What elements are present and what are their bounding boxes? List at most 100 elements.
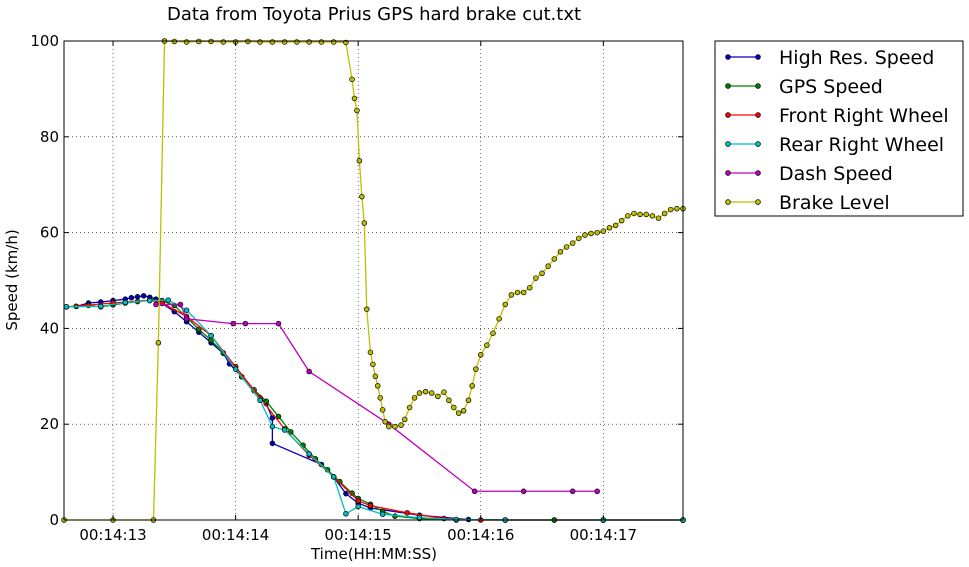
data-point-rear-right-wheel bbox=[269, 423, 276, 430]
y-tick-label: 20 bbox=[40, 415, 59, 433]
plot-area-frame bbox=[63, 40, 684, 521]
data-point-brake-level bbox=[349, 76, 355, 83]
data-point-high-res-speed bbox=[269, 440, 276, 447]
legend-frame bbox=[714, 40, 964, 217]
data-point-front-right-wheel bbox=[404, 510, 410, 516]
data-point-rear-right-wheel bbox=[330, 474, 337, 480]
data-point-brake-level bbox=[527, 284, 533, 291]
data-point-rear-right-wheel bbox=[208, 332, 214, 339]
data-point-rear-right-wheel bbox=[257, 397, 263, 404]
data-point-brake-level bbox=[382, 419, 388, 425]
data-point-brake-level bbox=[465, 397, 472, 404]
data-point-high-res-speed bbox=[269, 415, 276, 421]
data-point-brake-level bbox=[435, 393, 441, 400]
data-point-brake-level bbox=[661, 210, 668, 217]
data-point-dash-speed bbox=[242, 320, 249, 327]
data-point-brake-level bbox=[655, 215, 662, 221]
data-point-brake-level bbox=[330, 39, 337, 45]
legend-entry-front-right-wheel: Front Right Wheel bbox=[725, 105, 949, 127]
data-point-brake-level bbox=[637, 211, 643, 218]
data-point-brake-level bbox=[545, 263, 551, 269]
data-point-brake-level bbox=[411, 395, 418, 401]
data-point-brake-level bbox=[612, 222, 619, 229]
data-point-brake-level bbox=[257, 39, 263, 45]
legend-entries: High Res. Speed GPS Speed Front Right Whee… bbox=[725, 47, 949, 214]
data-point-brake-level bbox=[606, 225, 613, 231]
data-point-brake-level bbox=[496, 316, 502, 322]
data-point-brake-level bbox=[392, 423, 398, 430]
data-point-rear-right-wheel bbox=[63, 304, 70, 310]
legend-label: High Res. Speed bbox=[779, 47, 934, 69]
y-tick-label: 60 bbox=[40, 224, 59, 242]
data-point-brake-level bbox=[557, 249, 564, 255]
y-tick-label: 80 bbox=[40, 128, 59, 146]
data-point-brake-level bbox=[402, 416, 408, 423]
data-point-brake-level bbox=[533, 275, 539, 281]
data-point-brake-level bbox=[600, 228, 607, 234]
data-point-brake-level bbox=[406, 404, 413, 411]
legend-marker bbox=[755, 141, 761, 147]
data-point-high-res-speed bbox=[343, 490, 349, 497]
legend-marker bbox=[725, 199, 731, 205]
legend-label: Front Right Wheel bbox=[779, 105, 949, 127]
data-point-brake-level bbox=[473, 366, 479, 372]
data-point-rear-right-wheel bbox=[122, 299, 129, 306]
data-point-high-res-speed bbox=[128, 294, 135, 301]
data-point-dash-speed bbox=[471, 488, 478, 495]
data-point-gps-speed bbox=[337, 478, 343, 485]
data-point-gps-speed bbox=[288, 429, 294, 435]
data-point-dash-speed bbox=[306, 368, 312, 375]
data-point-rear-right-wheel bbox=[232, 366, 239, 372]
data-point-rear-right-wheel bbox=[281, 427, 288, 433]
data-point-brake-level bbox=[514, 289, 521, 296]
data-point-rear-right-wheel bbox=[379, 511, 386, 518]
x-tick-label: 00:14:15 bbox=[324, 526, 391, 544]
legend-marker bbox=[755, 170, 761, 176]
data-point-brake-level bbox=[455, 410, 462, 416]
data-point-rear-right-wheel bbox=[165, 297, 171, 303]
data-point-brake-level bbox=[220, 39, 227, 45]
data-point-rear-right-wheel bbox=[98, 303, 104, 310]
chart-title: Data from Toyota Prius GPS hard brake cu… bbox=[167, 4, 581, 25]
y-axis-label: Speed (km/h) bbox=[3, 229, 21, 330]
data-point-brake-level bbox=[618, 217, 625, 224]
data-point-dash-speed bbox=[183, 316, 190, 322]
data-point-gps-speed bbox=[263, 398, 270, 404]
legend-marker bbox=[725, 112, 731, 118]
data-point-rear-right-wheel bbox=[416, 514, 423, 521]
x-axis-label: Time(HH:MM:SS) bbox=[310, 545, 437, 563]
legend-marker bbox=[725, 83, 731, 89]
series-brake-level bbox=[61, 38, 686, 523]
data-point-dash-speed bbox=[230, 320, 236, 327]
data-point-brake-level bbox=[551, 256, 558, 262]
data-point-gps-speed bbox=[196, 326, 202, 333]
data-point-brake-level bbox=[370, 361, 376, 368]
data-point-brake-level bbox=[398, 422, 404, 428]
legend: High Res. Speed GPS Speed Front Right Whee… bbox=[714, 40, 964, 217]
legend-marker bbox=[755, 112, 761, 118]
data-point-brake-level bbox=[379, 407, 386, 413]
data-point-brake-level bbox=[155, 340, 162, 346]
data-point-brake-level bbox=[306, 39, 312, 45]
data-point-brake-level bbox=[354, 107, 360, 114]
data-point-brake-level bbox=[451, 404, 457, 411]
data-point-brake-level bbox=[375, 383, 381, 389]
legend-label: Rear Right Wheel bbox=[779, 134, 944, 156]
data-point-brake-level bbox=[361, 220, 368, 226]
data-point-brake-level bbox=[490, 330, 496, 336]
data-point-brake-level bbox=[588, 230, 594, 237]
data-point-brake-level bbox=[356, 158, 363, 164]
data-point-brake-level bbox=[649, 213, 656, 219]
data-point-brake-level bbox=[625, 213, 631, 219]
data-point-brake-level bbox=[359, 193, 365, 200]
data-point-front-right-wheel bbox=[355, 498, 361, 504]
legend-entry-dash-speed: Dash Speed bbox=[725, 163, 893, 185]
data-point-brake-level bbox=[539, 270, 545, 277]
legend-entry-high-res-speed: High Res. Speed bbox=[725, 47, 934, 69]
x-tick-label: 00:14:14 bbox=[202, 526, 269, 544]
legend-entry-brake-level: Brake Level bbox=[725, 192, 890, 214]
data-point-brake-level bbox=[667, 206, 674, 213]
legend-entry-gps-speed: GPS Speed bbox=[725, 76, 883, 98]
data-point-rear-right-wheel bbox=[147, 297, 153, 304]
legend-marker bbox=[755, 199, 761, 205]
